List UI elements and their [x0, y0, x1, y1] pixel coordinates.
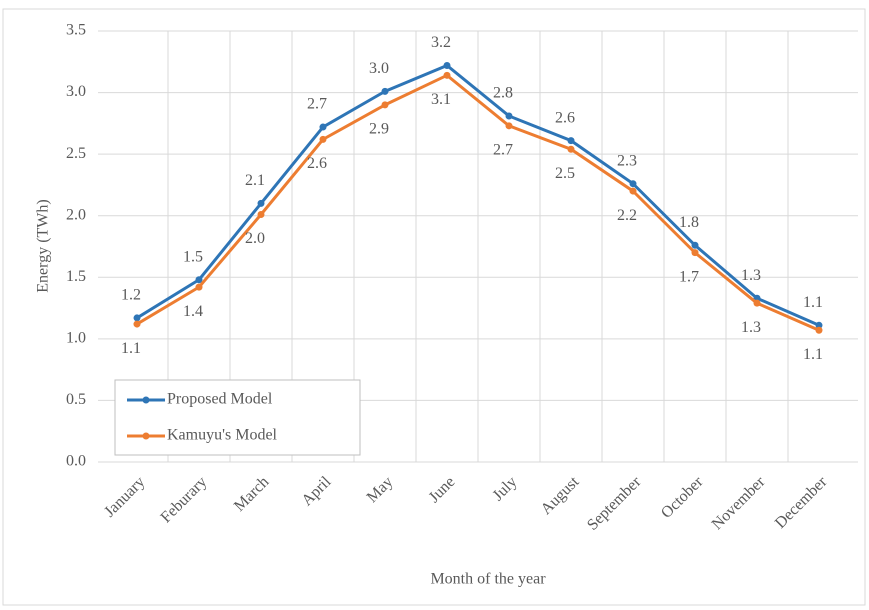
data-point [691, 241, 699, 249]
legend-marker [142, 396, 150, 404]
legend-box [114, 379, 361, 456]
data-label: 2.8 [493, 85, 513, 102]
x-axis-title: Month of the year [430, 571, 546, 588]
data-point [753, 299, 761, 307]
data-label: 2.2 [617, 207, 637, 224]
y-tick-label: 2.5 [66, 145, 86, 162]
data-label: 2.0 [245, 230, 265, 247]
data-point [815, 321, 823, 329]
data-point [381, 101, 389, 109]
data-point [567, 145, 575, 153]
y-tick-label: 3.5 [66, 22, 86, 39]
data-point [505, 122, 513, 130]
data-point [691, 249, 699, 257]
data-point [195, 283, 203, 291]
y-tick-label: 0.5 [66, 391, 86, 408]
data-label: 2.7 [307, 96, 327, 113]
y-tick-label: 0.0 [66, 453, 86, 470]
legend-marker [142, 432, 150, 440]
data-point [133, 314, 141, 322]
y-tick-label: 1.5 [66, 268, 86, 285]
data-label: 2.9 [369, 121, 389, 138]
data-point [133, 320, 141, 328]
data-point [319, 123, 327, 131]
data-label: 2.6 [307, 155, 327, 172]
data-label: 2.7 [493, 141, 513, 158]
data-label: 2.5 [555, 165, 575, 182]
data-point [505, 112, 513, 120]
data-label: 1.1 [803, 346, 823, 363]
data-point [629, 180, 637, 188]
data-label: 1.5 [183, 248, 203, 265]
legend-label: Kamuyu's Model [167, 427, 278, 444]
data-point [815, 326, 823, 334]
data-label: 3.1 [431, 91, 451, 108]
data-label: 2.3 [617, 152, 637, 169]
y-axis-title: Energy (TWh) [35, 199, 52, 292]
data-point [629, 187, 637, 195]
data-point [443, 61, 451, 69]
data-label: 3.2 [431, 34, 451, 51]
data-label: 1.4 [183, 303, 203, 320]
data-point [195, 276, 203, 284]
series-line [136, 63, 820, 327]
data-point [257, 210, 265, 218]
data-label: 1.8 [679, 214, 699, 231]
data-point [443, 71, 451, 79]
data-label: 1.3 [741, 267, 761, 284]
data-label: 1.1 [803, 294, 823, 311]
data-label: 1.7 [679, 268, 699, 285]
series-line [136, 73, 820, 332]
data-label: 2.6 [555, 109, 575, 126]
data-label: 2.1 [245, 172, 265, 189]
data-label: 1.1 [121, 340, 141, 357]
chart-frame [2, 8, 866, 606]
data-point [567, 137, 575, 145]
data-label: 1.3 [741, 319, 761, 336]
data-label: 3.0 [369, 60, 389, 77]
data-label: 1.2 [121, 287, 141, 304]
data-point [257, 199, 265, 207]
y-tick-label: 1.0 [66, 330, 86, 347]
y-tick-label: 2.0 [66, 206, 86, 223]
data-point [381, 87, 389, 95]
data-point [319, 135, 327, 143]
y-tick-label: 3.0 [66, 83, 86, 100]
legend-label: Proposed Model [167, 391, 273, 408]
